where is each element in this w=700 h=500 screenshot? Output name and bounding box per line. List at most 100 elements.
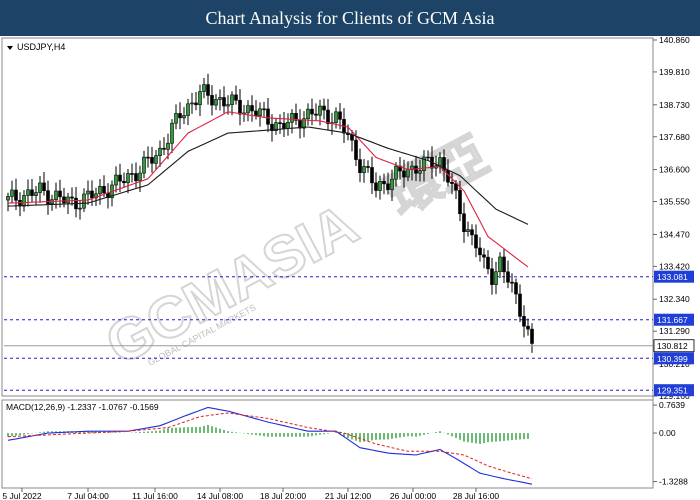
candle-body xyxy=(386,183,390,191)
level-tag-label: 133.081 xyxy=(657,272,688,282)
candle-body xyxy=(246,105,250,114)
candle-body xyxy=(98,186,102,195)
time-tick-label: 5 Jul 2022 xyxy=(2,491,41,500)
candle-body xyxy=(114,174,118,186)
candle-body xyxy=(466,229,470,232)
candle-body xyxy=(310,108,314,115)
support-levels xyxy=(4,276,653,391)
candle-body xyxy=(510,281,514,284)
candle-body xyxy=(266,108,270,125)
level-tag xyxy=(654,313,694,326)
candle-body xyxy=(278,122,282,124)
time-tick-label: 11 Jul 16:00 xyxy=(132,491,178,500)
candle-body xyxy=(54,190,58,201)
candle-body xyxy=(382,181,386,185)
time-tick-label: 28 Jul 16:00 xyxy=(453,491,500,500)
price-tick-label: 132.340 xyxy=(659,294,690,304)
macd-signal-line xyxy=(7,412,533,480)
main-panel-frame xyxy=(1,37,654,397)
candle-body xyxy=(326,109,330,124)
candle-body xyxy=(178,113,182,119)
macd-indicator xyxy=(7,406,533,485)
candle-body xyxy=(494,271,498,285)
current-price-label: 130.812 xyxy=(657,341,688,351)
candle-body xyxy=(498,256,502,273)
candle-body xyxy=(426,156,430,159)
candle-body xyxy=(422,156,426,171)
candle-body xyxy=(482,254,486,258)
candle-body xyxy=(474,234,478,249)
candle-body xyxy=(414,165,418,174)
symbol-label: USDJPY,H4 xyxy=(17,42,65,52)
candle-body xyxy=(134,173,138,182)
candle-body xyxy=(222,97,226,107)
candle-body xyxy=(58,190,62,198)
time-tick-label: 14 Jul 08:00 xyxy=(197,491,244,500)
current-price-tag xyxy=(653,339,695,353)
candle-body xyxy=(502,256,506,273)
candle-body xyxy=(370,167,374,184)
candle-body xyxy=(374,182,378,191)
candle-body xyxy=(294,113,298,121)
candle-body xyxy=(270,123,274,131)
candle-body xyxy=(490,268,494,285)
candle-body xyxy=(94,193,98,199)
price-tick-label: 139.810 xyxy=(659,67,690,77)
candle-body xyxy=(142,156,146,174)
macd-label: MACD(12,26,9) -1.2337 -1.0767 -0.1569 xyxy=(6,402,159,412)
level-tag-label: 130.399 xyxy=(657,354,688,364)
candle-body xyxy=(238,99,242,115)
candle-body xyxy=(174,113,178,124)
candle-body xyxy=(230,94,234,105)
candle-body xyxy=(170,122,174,144)
candle-body xyxy=(138,172,142,182)
symbol-dropdown-icon xyxy=(7,46,13,50)
candle-body xyxy=(126,173,130,184)
candle-body xyxy=(450,181,454,184)
candle-body xyxy=(390,178,394,191)
candle-body xyxy=(82,193,86,209)
candle-body xyxy=(206,84,210,96)
candle-body xyxy=(478,247,482,256)
candle-body xyxy=(274,122,278,131)
time-tick-label: 26 Jul 00:00 xyxy=(390,491,437,500)
candle-body xyxy=(30,189,34,196)
candle-body xyxy=(210,95,214,106)
candle-body xyxy=(438,157,442,167)
candle-body xyxy=(334,111,338,123)
price-tick-label: 137.680 xyxy=(659,132,690,142)
chart-banner-title: Chart Analysis for Clients of GCM Asia xyxy=(205,7,495,28)
price-chart: GCMASIA 環亞 GLOBAL CAPITAL MARKETS 140.86… xyxy=(1,36,695,500)
candle-body xyxy=(518,293,522,317)
candle-body xyxy=(6,196,10,201)
macd-axis-ticks: 0.7639 0.00 -1.3288 xyxy=(653,400,688,487)
candle-body xyxy=(234,94,238,101)
candle-body xyxy=(402,170,406,178)
candle-body xyxy=(122,180,126,184)
candle-body xyxy=(470,229,474,236)
macd-panel-frame xyxy=(1,399,654,489)
level-tag xyxy=(654,352,694,365)
candle-body xyxy=(514,282,518,295)
candle-body xyxy=(362,166,366,173)
candle-body xyxy=(262,108,266,111)
candle-body xyxy=(78,207,82,210)
price-tick-label: 135.550 xyxy=(659,197,690,207)
candle-body xyxy=(38,182,42,193)
macd-tick-label: 0.00 xyxy=(659,428,676,438)
candle-body xyxy=(458,189,462,215)
candle-body xyxy=(314,113,318,116)
candle-body xyxy=(378,181,382,191)
price-tick-label: 138.730 xyxy=(659,100,690,110)
candle-body xyxy=(86,190,90,195)
candle-body xyxy=(130,173,134,175)
candle-body xyxy=(62,196,66,204)
moving-average-line xyxy=(7,111,529,268)
candle-body xyxy=(250,105,254,112)
candle-body xyxy=(166,142,170,150)
candle-body xyxy=(258,108,262,117)
candle-body xyxy=(218,97,222,100)
current-price: 130.812 xyxy=(4,339,695,353)
level-tags: 133.081 131.667 130.399 129.351 xyxy=(654,270,694,397)
candle-body xyxy=(530,328,534,344)
